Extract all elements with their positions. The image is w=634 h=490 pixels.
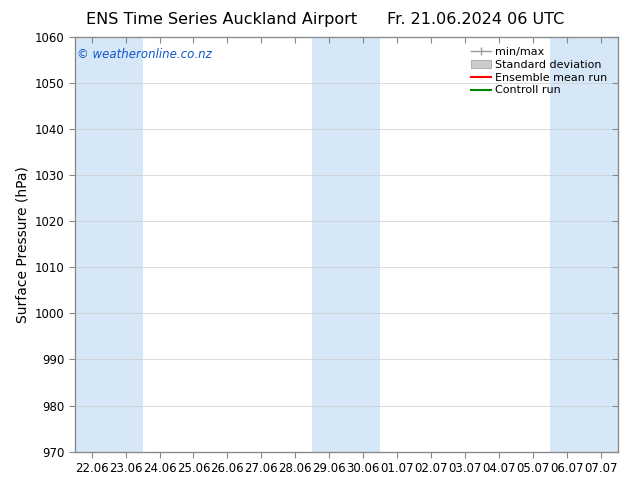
Text: ENS Time Series Auckland Airport: ENS Time Series Auckland Airport [86, 12, 358, 27]
Bar [550, 37, 618, 452]
Text: Fr. 21.06.2024 06 UTC: Fr. 21.06.2024 06 UTC [387, 12, 564, 27]
Y-axis label: Surface Pressure (hPa): Surface Pressure (hPa) [15, 166, 29, 323]
Legend: min/max, Standard deviation, Ensemble mean run, Controll run: min/max, Standard deviation, Ensemble me… [467, 43, 612, 100]
Text: © weatheronline.co.nz: © weatheronline.co.nz [77, 48, 212, 60]
Bar [75, 37, 143, 452]
Bar [312, 37, 380, 452]
